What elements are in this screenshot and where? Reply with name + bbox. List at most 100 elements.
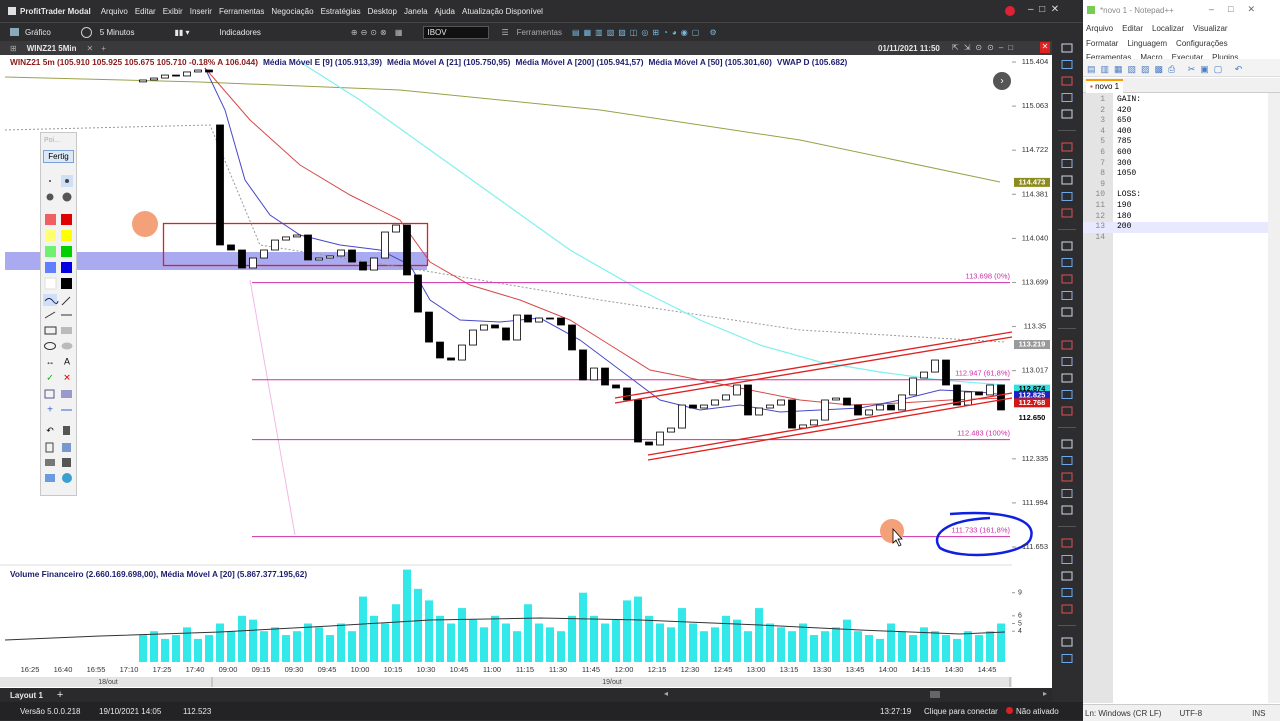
side-icon[interactable] [1061,142,1073,152]
side-icon[interactable] [1061,505,1073,515]
layout-tab[interactable]: Layout 1 [10,690,43,700]
side-icon[interactable] [1061,390,1073,399]
tool-ellipse[interactable] [44,342,56,350]
side-icon[interactable] [1061,357,1073,366]
side-icon[interactable] [1061,571,1073,581]
side-icon[interactable] [1061,373,1073,383]
tab-buttons[interactable]: ✕+ [86,43,114,53]
side-icon[interactable] [1061,588,1073,597]
side-icon[interactable] [1061,406,1073,416]
side-icon[interactable] [1061,439,1073,449]
color-swatch[interactable] [45,214,56,225]
notepad-menu-item[interactable]: Executar [1171,53,1204,62]
tool-arrow[interactable]: ↔ [46,356,55,366]
tool-add[interactable]: + [47,405,53,416]
symbol-input[interactable]: IBOV [423,25,490,39]
color-swatch[interactable] [61,230,72,241]
side-icon[interactable] [1061,192,1073,201]
dot-medium[interactable] [65,179,69,183]
menu-item[interactable]: Editar [134,6,156,16]
notepad-window-buttons[interactable]: –□✕ [1209,4,1269,14]
side-icon[interactable] [1061,340,1073,350]
tool-rect-fill[interactable] [61,327,72,334]
menu-item[interactable]: Inserir [189,6,212,16]
menu-item[interactable]: Estratégias [320,6,361,16]
color-swatch[interactable] [61,278,72,289]
tool-undo[interactable]: ↶ [46,425,54,435]
menu-item[interactable]: Negociação [271,6,314,16]
scroll-thumb[interactable] [930,691,940,698]
side-icon[interactable] [1061,43,1073,53]
tool-info[interactable] [62,473,72,483]
scroll-right[interactable]: ▸ [1043,689,1048,698]
menu-item[interactable]: Desktop [367,6,397,16]
tool-measure[interactable] [44,389,55,399]
tool-save[interactable] [62,458,71,467]
tools-label[interactable]: Ferramentas [516,27,563,37]
connect-link[interactable]: Clique para conectar [924,707,998,716]
notepad-menu-item[interactable]: Linguagem [1127,38,1168,48]
side-icon[interactable] [1061,60,1073,69]
tool-line[interactable] [44,311,56,319]
tool-paste[interactable] [62,443,71,452]
side-icon[interactable] [1061,175,1073,185]
scroll-button[interactable] [993,72,1011,90]
menu-item[interactable]: Arquivo [100,6,128,16]
color-swatch[interactable] [45,246,56,257]
dot-small[interactable] [49,180,51,182]
dot-xlarge[interactable] [62,192,72,202]
side-icon[interactable] [1061,291,1073,300]
add-layout[interactable]: + [56,689,64,701]
side-icon[interactable] [1061,109,1073,119]
menu-item[interactable]: Ajuda [434,6,456,16]
dot-large[interactable] [46,193,54,201]
color-swatch[interactable] [45,230,56,241]
chart-window-buttons[interactable]: ⇱⇲⊙⊙–□ [952,43,1019,52]
menu-item[interactable]: Exibir [162,6,183,16]
side-icon[interactable] [1061,472,1073,482]
color-swatch[interactable] [61,214,72,225]
tool-rect[interactable] [44,326,57,335]
notepad-menu-item[interactable]: Visualizar [1193,24,1228,33]
indicators-button[interactable]: Indicadores [219,27,261,37]
notepad-menu-item[interactable]: Formatar [1086,38,1119,48]
side-icon[interactable] [1061,93,1073,102]
tool-cross[interactable]: ✕ [63,372,71,382]
scroll-left[interactable]: ◂ [664,689,669,698]
palette-button[interactable]: Fertig [43,150,74,163]
color-swatch[interactable] [44,277,57,290]
chart-tab[interactable]: WINZ21 5Min [26,43,77,53]
tool-text[interactable]: A [64,356,70,366]
side-icon[interactable] [1061,555,1073,564]
color-swatch[interactable] [45,262,56,273]
window-buttons[interactable]: – □ ✕ [1028,4,1060,15]
color-swatch[interactable] [61,262,72,273]
menu-item[interactable]: Ferramentas [218,6,265,16]
tool-zone[interactable] [61,390,72,398]
notepad-menu-item[interactable]: Localizar [1152,24,1185,33]
side-icon[interactable] [1061,258,1073,267]
chart-type[interactable]: ▮▮ ▾ [174,27,190,37]
tool-print[interactable] [45,459,55,466]
tool-pencil[interactable] [61,296,71,306]
notepad-menu-item[interactable]: Ferramentas [1086,53,1132,62]
chart-button[interactable]: Gráfico [25,27,51,37]
tool-curve[interactable] [44,298,59,304]
tool-icons[interactable]: ▤▦▥▧▨◫◎⊞◔◕◉▢ ⚙ [572,27,721,37]
notepad-menu-item[interactable]: Configurações [1176,38,1228,48]
side-icon[interactable] [1061,489,1073,498]
interval-select[interactable]: 5 Minutos [99,27,135,37]
chart-close[interactable]: ✕ [1040,42,1050,53]
side-icon[interactable] [1061,159,1073,168]
notepad-menu-item[interactable]: Arquivo [1086,24,1114,33]
side-icon[interactable] [1061,307,1073,317]
notepad-toolbar-icons[interactable]: ▤▥▦▧▨▩⎙ ✂▣▢ ↶ [1087,64,1248,74]
tool-selected[interactable] [43,294,57,306]
editor[interactable]: 1 GAIN: 2 420 3 650 4 400 5 785 6 600 7 300 8 1050 9 10 LO… [1083,95,1268,243]
side-icon[interactable] [1061,654,1073,663]
tool-copy[interactable] [45,442,54,453]
side-icon[interactable] [1061,241,1073,251]
notepad-menu-item[interactable]: Macro [1140,53,1163,62]
tool-image[interactable] [45,474,55,482]
notepad-menu-item[interactable]: Editar [1122,24,1144,33]
